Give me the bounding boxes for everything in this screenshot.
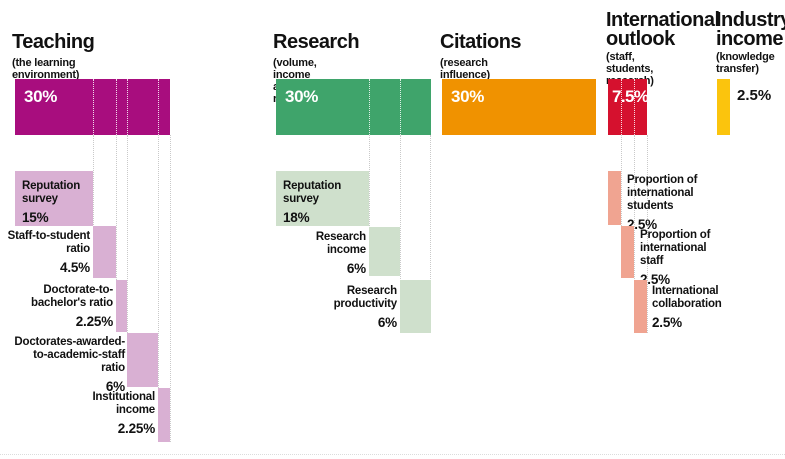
component-block-research-productivity (400, 280, 431, 333)
guide-line (115, 135, 117, 332)
component-label: Doctorate-to- bachelor's ratio (31, 284, 113, 309)
bottom-divider (0, 454, 785, 455)
component-label: Proportion of international students (627, 174, 698, 212)
guide-line (430, 135, 432, 333)
component-label-box: Research income 6% (266, 231, 366, 276)
teaching-total-bar: 30% (15, 79, 170, 135)
component-label-box: Proportion of international staff 2.5% (640, 229, 740, 287)
bar-divider (115, 79, 117, 135)
guide-line (169, 135, 171, 442)
guide-line (92, 135, 94, 227)
total-percent-label: 30% (451, 87, 485, 106)
guide-line (400, 135, 401, 333)
guide-line (127, 135, 129, 387)
component-label-box: Staff-to-student ratio 4.5% (0, 230, 91, 275)
bar-divider (634, 79, 635, 135)
component-block-research-income (369, 227, 400, 276)
component-block-reputation-survey: Reputation survey 18% (276, 171, 369, 226)
bar-divider (400, 79, 401, 135)
component-label-box: Institutional income 2.25% (0, 391, 155, 436)
component-label: Research income (315, 231, 366, 256)
bar-divider (92, 79, 94, 135)
component-block-international-collaboration (634, 280, 647, 333)
guide-line (369, 135, 370, 276)
component-block-international-students (608, 171, 621, 225)
component-block-institutional-income (158, 388, 170, 442)
section-title: Teaching (12, 31, 95, 53)
component-label: Reputation survey (283, 180, 342, 205)
section-subtitle: (research influence) (440, 57, 490, 81)
component-block-staff-student-ratio (92, 226, 116, 278)
section-title: Industry income (716, 9, 785, 50)
component-value: 15% (22, 210, 49, 225)
citations-total-bar: 30% (442, 79, 596, 135)
component-value: 6% (377, 315, 397, 330)
section-title: Research (273, 31, 360, 53)
component-value: 2.5% (652, 315, 682, 330)
component-label: Reputation survey (22, 180, 81, 205)
guide-line (621, 135, 622, 278)
component-label-box: Research productivity 6% (246, 285, 398, 330)
component-value: 6% (105, 379, 125, 394)
research-total-bar: 30% (276, 79, 431, 135)
total-percent-label: 30% (24, 87, 58, 106)
total-percent-label: 2.5% (737, 87, 772, 104)
guide-line (646, 135, 648, 333)
bar-divider (369, 79, 370, 135)
component-value: 2.5% (640, 272, 670, 287)
bar-divider (127, 79, 129, 135)
component-value: 6% (346, 261, 366, 276)
total-percent-label: 30% (285, 87, 319, 106)
component-label: Research productivity (333, 285, 398, 310)
industry-total-bar (717, 79, 730, 135)
component-value: 2.25% (117, 421, 155, 436)
component-label-box: Doctorates-awarded- to-academic-staff ra… (0, 336, 125, 394)
bar-divider (621, 79, 622, 135)
section-subtitle: (knowledge transfer) (716, 51, 775, 75)
component-label-box: Proportion of international students 2.5… (627, 174, 727, 232)
component-block-reputation-survey: Reputation survey 15% (15, 171, 93, 226)
total-percent-label: 7.5% (612, 87, 649, 106)
component-value: 4.5% (60, 260, 90, 275)
component-label: Proportion of international staff (640, 229, 711, 267)
component-label-box: International collaboration 2.5% (652, 285, 762, 330)
component-value: 18% (283, 210, 310, 225)
guide-line (158, 135, 160, 442)
section-title: Citations (440, 31, 522, 53)
international-total-bar: 7.5% (608, 79, 649, 135)
guide-line (634, 135, 635, 333)
component-block-doctorates-awarded-ratio (127, 333, 159, 387)
bar-divider (158, 79, 160, 135)
component-label: International collaboration (652, 285, 722, 310)
component-block-international-staff (621, 226, 634, 278)
component-label: Doctorates-awarded- to-academic-staff ra… (14, 336, 125, 374)
component-value: 2.25% (75, 314, 113, 329)
component-label: Institutional income (92, 391, 155, 416)
section-title: International outlook (606, 9, 720, 50)
component-value: 2.5% (627, 217, 657, 232)
component-label-box: Doctorate-to- bachelor's ratio 2.25% (0, 284, 113, 329)
section-subtitle: (the learning environment) (12, 57, 80, 81)
component-block-doctorate-bachelor-ratio (115, 280, 128, 332)
component-label: Staff-to-student ratio (7, 230, 91, 255)
